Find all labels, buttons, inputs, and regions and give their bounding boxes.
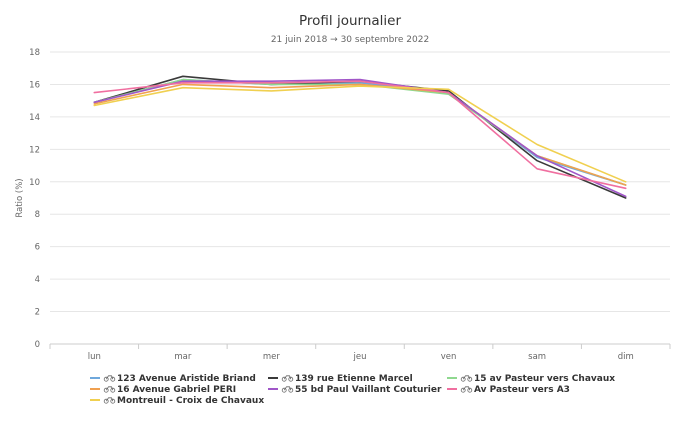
bicycle-icon [460,375,473,382]
x-tick-label: ven [441,352,457,362]
y-tick-label: 6 [35,243,40,253]
legend-item: Av Pasteur vers A3 [447,385,570,395]
series-lines [93,75,627,199]
bicycle-icon [103,397,116,404]
legend-item: 55 bd Paul Vaillant Couturier [268,385,442,395]
y-tick-label: 10 [29,178,40,188]
chart-subtitle: 21 juin 2018 → 30 septembre 2022 [271,35,429,45]
x-tick-label: jeu [353,352,367,362]
gridlines [49,51,671,349]
series-line [93,75,627,199]
legend-label: Montreuil - Croix de Chavaux [117,396,264,406]
chart-title: Profil journalier [299,13,401,29]
legend-label: 16 Avenue Gabriel PERI [117,385,236,395]
series-line [93,83,627,186]
y-tick-label: 12 [29,145,40,155]
legend-item: 16 Avenue Gabriel PERI [90,385,236,395]
legend-label: Av Pasteur vers A3 [474,385,570,395]
series-line [93,78,627,186]
legend-label: 15 av Pasteur vers Chavaux [474,374,615,384]
bicycle-icon [103,375,116,382]
legend-item: Montreuil - Croix de Chavaux [90,396,264,406]
series-line [93,78,627,186]
x-tick-label: mer [263,352,281,362]
x-tick-label: mar [174,352,191,362]
legend-label: 139 rue Etienne Marcel [295,374,413,384]
bicycle-icon [281,375,294,382]
y-tick-label: 16 [29,80,40,90]
legend-item: 123 Avenue Aristide Briand [90,374,256,384]
y-tick-label: 8 [35,210,40,220]
y-tick-label: 0 [35,340,40,350]
y-tick-label: 4 [35,275,40,285]
x-tick-label: lun [88,352,101,362]
y-tick-label: 18 [29,48,40,58]
y-tick-labels: 0 2 4 6 8 10 12 14 16 18 [29,48,40,350]
legend-label: 55 bd Paul Vaillant Couturier [295,385,442,395]
series-line [93,78,627,198]
series-line [93,85,627,183]
series-line [93,80,627,190]
y-axis-label: Ratio (%) [15,178,25,217]
y-tick-label: 14 [29,113,40,123]
bicycle-icon [103,386,116,393]
x-tick-labels: lun mar mer jeu ven sam dim [88,352,634,362]
x-tick-label: dim [618,352,634,362]
legend: 123 Avenue Aristide Briand 139 rue Etienn… [90,374,615,406]
bicycle-icon [460,386,473,393]
x-tick-label: sam [528,352,546,362]
legend-item: 139 rue Etienne Marcel [268,374,413,384]
y-tick-label: 2 [35,308,40,318]
legend-label: 123 Avenue Aristide Briand [117,374,256,384]
bicycle-icon [281,386,294,393]
legend-item: 15 av Pasteur vers Chavaux [447,374,615,384]
